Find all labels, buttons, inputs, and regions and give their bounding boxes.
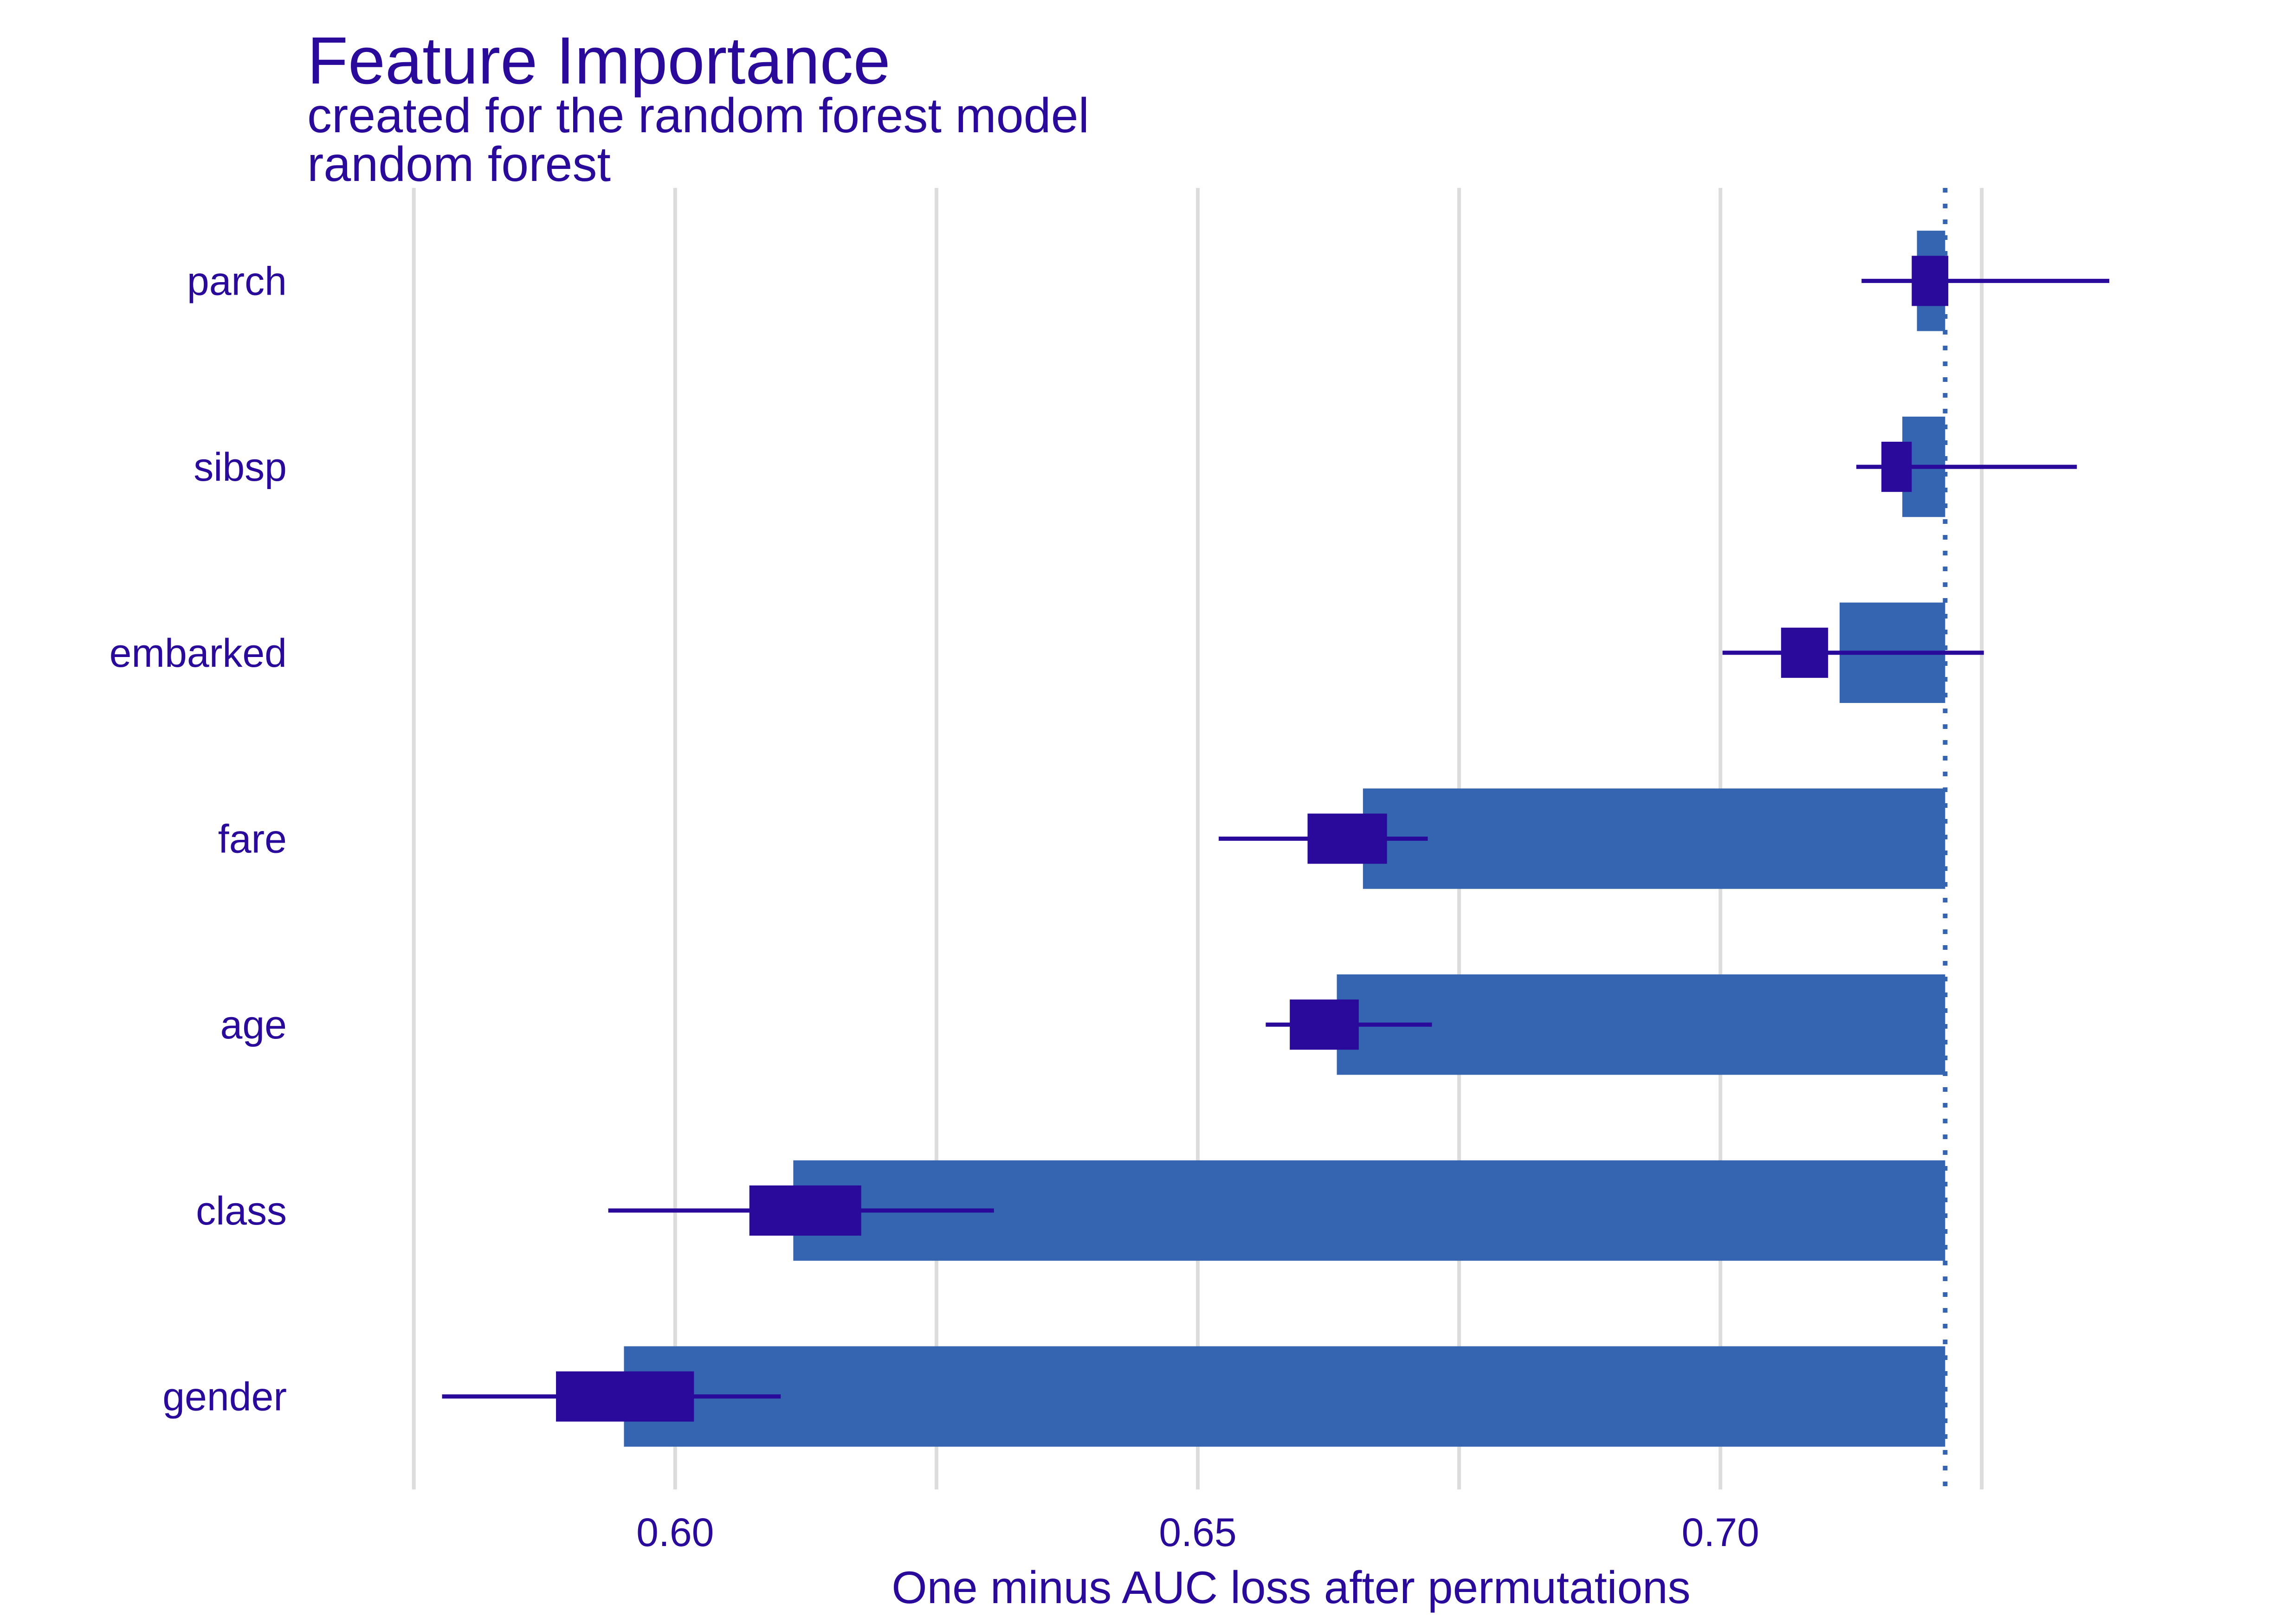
boxes: [556, 256, 1949, 1422]
y-tick-label: age: [220, 1003, 287, 1047]
box-embarked: [1781, 627, 1828, 678]
x-tick-label: 0.65: [1159, 1510, 1236, 1555]
bar-gender: [624, 1346, 1945, 1447]
x-axis-labels: 0.60 0.65 0.70: [636, 1510, 1759, 1555]
y-tick-label: sibsp: [194, 445, 287, 490]
chart-subtitle: created for the random forest model: [307, 88, 1089, 143]
bar-age: [1337, 974, 1945, 1075]
box-class: [749, 1185, 861, 1236]
y-tick-label: fare: [218, 817, 287, 862]
y-tick-label: class: [196, 1189, 287, 1233]
model-label: random forest: [307, 137, 611, 192]
x-axis-title: One minus AUC loss after permutations: [892, 1562, 1690, 1613]
box-sibsp: [1881, 441, 1912, 492]
y-tick-label: embarked: [110, 631, 287, 676]
box-fare: [1307, 813, 1387, 864]
x-tick-label: 0.60: [636, 1510, 714, 1555]
box-parch: [1912, 256, 1949, 306]
x-tick-label: 0.70: [1681, 1510, 1759, 1555]
box-age: [1290, 999, 1359, 1050]
y-tick-label: gender: [162, 1375, 287, 1419]
y-tick-label: parch: [187, 259, 287, 303]
chart-title: Feature Importance: [307, 23, 891, 98]
y-axis-labels: parch sibsp embarked fare age class gender: [110, 259, 287, 1419]
box-gender: [556, 1371, 694, 1422]
bar-fare: [1363, 788, 1945, 889]
